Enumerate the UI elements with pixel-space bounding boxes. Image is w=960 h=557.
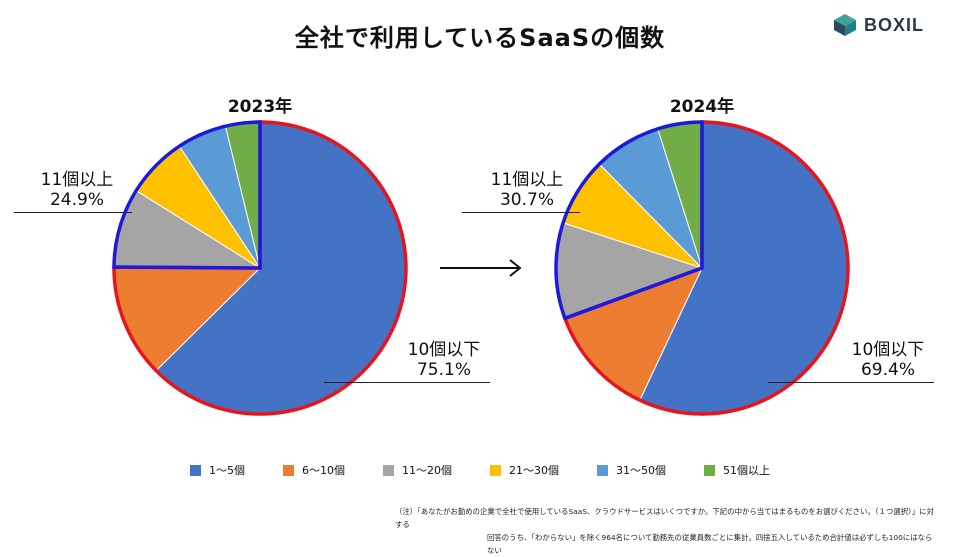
legend-swatch (283, 464, 294, 476)
callout-label: 10個以下 (407, 340, 481, 360)
footnote-line-1: （注）「あなたがお勤めの企業で全社で使用しているSaaS、クラウドサービスはいく… (395, 507, 934, 529)
callout-value: 30.7% (499, 190, 554, 210)
pie-chart-2024 (554, 120, 850, 416)
arrow-head (509, 259, 522, 277)
callout-value: 75.1% (416, 360, 471, 380)
callout-label: 10個以下 (851, 340, 925, 360)
chart-title-2023: 2023年 (227, 97, 293, 117)
legend-item: 21〜30個 (490, 462, 559, 478)
footnote-line-2: 回答のうち、「わからない」を除く964名について勤務先の従業員数ごとに集計。四捨… (487, 533, 933, 555)
callout-label: 11個以上 (40, 170, 114, 190)
legend-label: 51個以上 (723, 464, 770, 477)
legend-swatch (190, 464, 201, 476)
legend-swatch (704, 464, 715, 476)
group-outline-1 (562, 120, 850, 416)
legend-item: 11〜20個 (383, 462, 452, 478)
callout-2023-lower: 10個以下 75.1% (398, 340, 490, 380)
callout-2024-upper: 11個以上 30.7% (478, 170, 576, 210)
page-title: 全社で利用しているSaaSの個数 (294, 24, 666, 52)
callout-value: 69.4% (860, 360, 915, 380)
callout-2023-upper: 11個以上 24.9% (28, 170, 126, 210)
legend-label: 6〜10個 (302, 464, 345, 477)
callout-label: 11個以上 (490, 170, 564, 190)
legend-swatch (383, 464, 394, 476)
boxil-logo-icon (833, 14, 856, 36)
group-outline-1 (112, 120, 408, 416)
legend-swatch (490, 464, 501, 476)
callout-line (14, 212, 132, 213)
group-outline-2 (554, 120, 704, 321)
legend-label: 11〜20個 (402, 464, 452, 477)
footnote: （注）「あなたがお勤めの企業で全社で使用しているSaaS、クラウドサービスはいく… (395, 505, 935, 557)
legend-item: 51個以上 (704, 462, 770, 478)
logo-text: BOXIL (863, 14, 924, 35)
group-outline-2 (112, 120, 262, 270)
legend-label: 1〜5個 (209, 464, 245, 477)
chart-title-2024: 2024年 (669, 97, 735, 117)
legend-item: 6〜10個 (283, 462, 345, 478)
boxil-logo: BOXIL (832, 12, 924, 38)
legend-swatch (597, 464, 608, 476)
pie-charts (112, 120, 850, 416)
legend-item: 31〜50個 (597, 462, 666, 478)
legend-item: 1〜5個 (190, 462, 245, 478)
callout-value: 24.9% (49, 190, 104, 210)
callout-line (768, 382, 934, 383)
pie-chart-2023 (112, 120, 408, 416)
callout-line (324, 382, 490, 383)
legend: 1〜5個 6〜10個 11〜20個 21〜30個 31〜50個 51個以上 (0, 462, 960, 478)
legend-label: 21〜30個 (509, 464, 559, 477)
callout-line (462, 212, 580, 213)
callout-2024-lower: 10個以下 69.4% (842, 340, 934, 380)
legend-label: 31〜50個 (616, 464, 666, 477)
